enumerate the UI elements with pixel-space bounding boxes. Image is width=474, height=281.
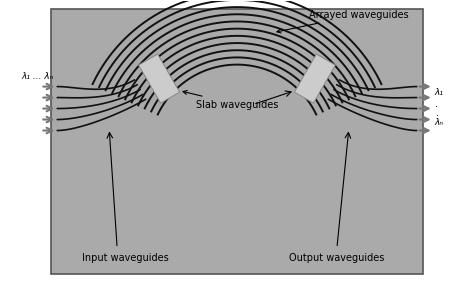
Polygon shape	[294, 54, 336, 103]
Text: Slab waveguides: Slab waveguides	[183, 90, 278, 110]
Text: Arrayed waveguides: Arrayed waveguides	[277, 10, 409, 33]
Text: .: .	[436, 108, 438, 117]
Text: Output waveguides: Output waveguides	[289, 253, 384, 263]
Text: λₙ: λₙ	[435, 118, 444, 127]
Text: Input waveguides: Input waveguides	[82, 253, 169, 263]
Polygon shape	[138, 54, 180, 103]
Text: λ₁ ... λₙ: λ₁ ... λₙ	[21, 72, 54, 81]
Text: λ₁: λ₁	[435, 88, 444, 97]
Text: .: .	[435, 99, 438, 109]
